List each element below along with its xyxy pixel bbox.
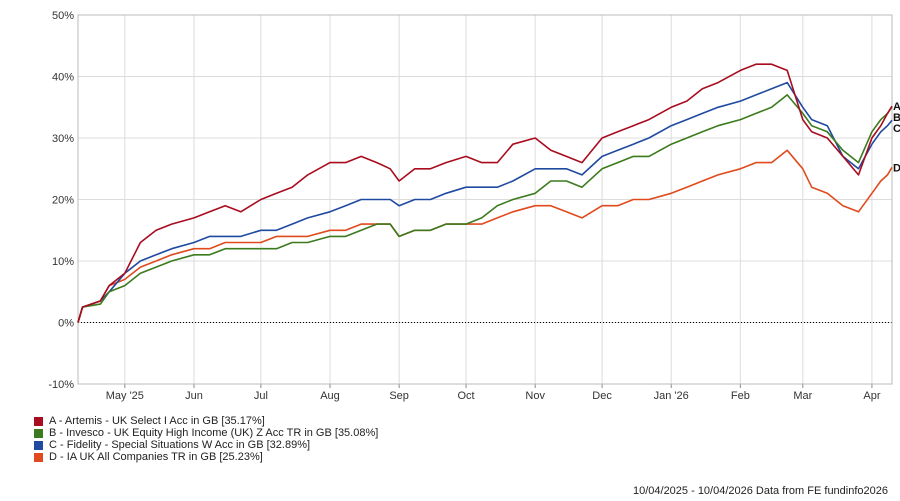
legend-swatch	[34, 440, 43, 450]
series-lines	[77, 63, 893, 323]
series-end-label-c: C	[893, 123, 900, 135]
series-end-label-a: A	[893, 101, 900, 113]
y-tick-label: 20%	[52, 195, 74, 207]
x-tick-label: Mar	[793, 390, 812, 402]
x-tick-label: Dec	[592, 390, 612, 402]
x-tick-label: Oct	[457, 390, 474, 402]
y-tick-label: 50%	[52, 10, 74, 22]
x-tick-label: Jul	[254, 390, 268, 402]
x-tick-label: Feb	[731, 390, 750, 402]
legend-swatch	[34, 416, 43, 426]
x-tick-label: Apr	[863, 390, 880, 402]
series-line-d	[77, 149, 893, 323]
legend-item-d: D - IA UK All Companies TR in GB [25.23%…	[34, 451, 378, 463]
gridlines	[78, 14, 892, 385]
x-tick-label: Aug	[320, 390, 340, 402]
y-tick-label: 40%	[52, 72, 74, 84]
legend-label: A - Artemis - UK Select I Acc in GB [35.…	[49, 415, 265, 427]
legend: A - Artemis - UK Select I Acc in GB [35.…	[34, 415, 378, 463]
end-labels: ABC D	[893, 101, 900, 174]
plot-frame	[77, 14, 893, 385]
series-line-b	[77, 94, 893, 323]
legend-swatch	[34, 452, 43, 462]
footer-date-range-source: 10/04/2025 - 10/04/2026 Data from FE fun…	[632, 485, 888, 497]
x-tick-label: Jun	[185, 390, 203, 402]
series-end-label-b: B	[893, 112, 900, 124]
axes: -10% 0% 10% 20% 30% 40% 50% May '25 Jun Jul Aug Sep…	[48, 10, 893, 402]
y-tick-label: 30%	[52, 133, 74, 145]
x-tick-label: Jan '26	[654, 390, 689, 402]
y-tick-label: 10%	[52, 256, 74, 268]
series-end-label-d: D	[893, 162, 900, 174]
legend-label: C - Fidelity - Special Situations W Acc …	[49, 439, 311, 451]
legend-item-b: B - Invesco - UK Equity High Income (UK)…	[34, 427, 378, 439]
x-tick-label: Sep	[389, 390, 409, 402]
legend-label: D - IA UK All Companies TR in GB [25.23%…	[49, 451, 263, 463]
series-line-c	[77, 81, 893, 323]
legend-label: B - Invesco - UK Equity High Income (UK)…	[49, 427, 379, 439]
x-tick-label: Nov	[525, 390, 545, 402]
series-line-a	[77, 63, 893, 323]
legend-item-a: A - Artemis - UK Select I Acc in GB [35.…	[34, 415, 378, 427]
legend-item-c: C - Fidelity - Special Situations W Acc …	[34, 439, 378, 451]
x-tick-label: May '25	[106, 390, 144, 402]
legend-swatch	[34, 428, 43, 438]
y-tick-label: -10%	[48, 379, 74, 391]
y-tick-label: 0%	[58, 318, 74, 330]
